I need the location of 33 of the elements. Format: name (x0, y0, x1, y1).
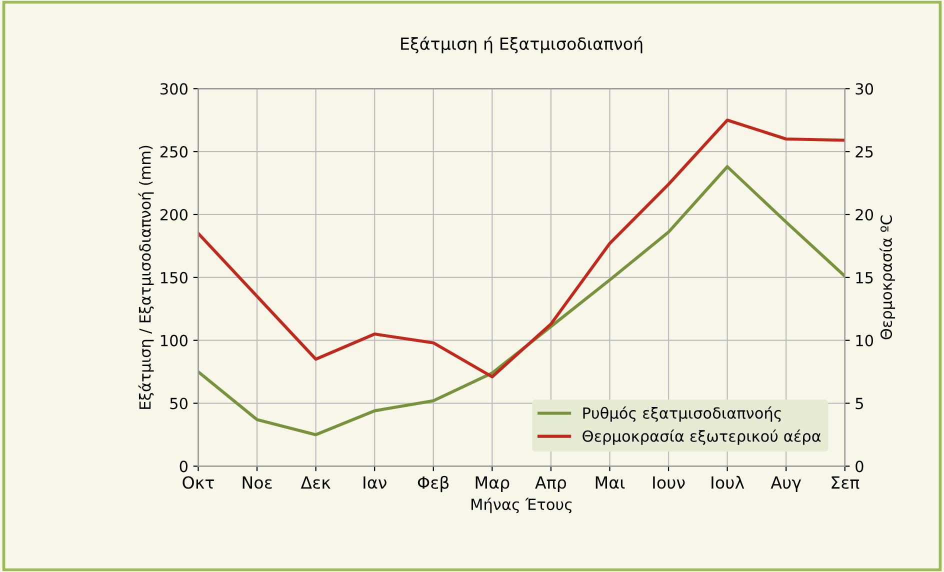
x-tick-label: Ιουν (653, 476, 685, 489)
y-tick-label: 100 (161, 334, 188, 346)
y-tick-label: 0 (180, 460, 188, 472)
x-tick-label: Ιαν (364, 476, 386, 489)
x-axis-title: Μήνας Έτους (472, 498, 572, 514)
y2-tick-label: 25 (856, 146, 873, 158)
y2-tick-label: 15 (856, 272, 873, 284)
y2-axis-title: Θερμοκρασία ºC (880, 216, 895, 340)
x-tick-label: Δεκ (300, 476, 331, 489)
x-tick-label: Ιουλ (712, 476, 744, 489)
x-tick-label: Απρ (535, 476, 566, 492)
legend-label: Θερμοκρασία εξωτερικού αέρα (582, 429, 821, 445)
y2-tick-label: 0 (856, 460, 864, 472)
x-tick-label: Αυγ (770, 476, 802, 492)
x-tick-label: Μαι (596, 476, 625, 489)
y-tick-label: 200 (160, 208, 188, 221)
x-tick-label: Φεβ (418, 476, 449, 492)
x-tick-label: Νοε (242, 476, 272, 489)
y-tick-label: 300 (160, 83, 188, 95)
y-tick-label: 50 (170, 398, 188, 410)
x-tick-label: Μαρ (476, 476, 510, 492)
y2-tick-label: 20 (856, 208, 874, 221)
y2-tick-label: 10 (856, 334, 874, 346)
y2-tick-label: 30 (856, 83, 874, 95)
y-tick-label: 150 (161, 272, 188, 284)
line-series (198, 118, 845, 378)
x-tick-label: Οκτ (182, 476, 214, 489)
legend-label: Ρυθμός εξατμισοδιαπνοής (583, 406, 781, 422)
x-tick-label: Σεπ (832, 476, 860, 489)
y2-tick-label: 5 (856, 398, 863, 410)
chart-title: Εξάτμιση ή Εξατμισοδιαπνοή (401, 36, 642, 54)
y-tick-label: 250 (160, 146, 188, 158)
y-axis-title: Εξάτμιση / Εξατμισοδιαπνοή (mm) (138, 146, 154, 409)
